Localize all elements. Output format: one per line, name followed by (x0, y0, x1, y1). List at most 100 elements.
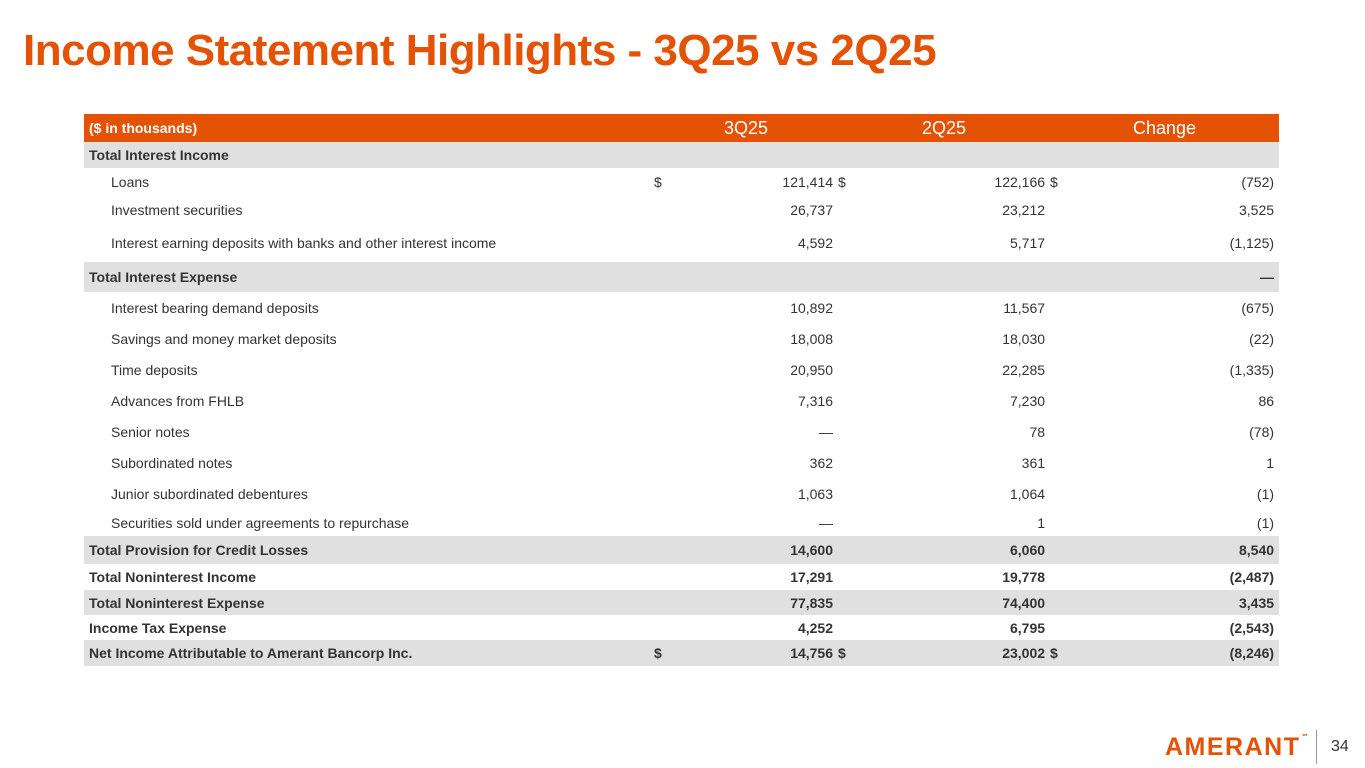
currency-symbol (838, 416, 878, 447)
cell-value: 1 (1266, 454, 1275, 471)
cell-value: 3,525 (1238, 202, 1275, 218)
row-label: Securities sold under agreements to repu… (111, 514, 410, 531)
currency-symbol (654, 224, 674, 262)
currency-symbol (838, 385, 878, 416)
row-label: Total Interest Income (84, 142, 654, 168)
currency-symbol (654, 323, 674, 354)
currency-symbol (838, 323, 878, 354)
cell-value: 86 (1258, 392, 1275, 409)
cell-value: 1,063 (797, 485, 834, 502)
currency-symbol (838, 564, 878, 590)
cell-value: 5,717 (1009, 235, 1046, 251)
cell-value: (8,246) (1090, 640, 1280, 666)
currency-symbol (654, 615, 674, 640)
cell-value: (2,543) (1229, 619, 1275, 636)
currency-symbol: $ (1050, 640, 1091, 666)
currency-symbol: $ (654, 174, 662, 190)
currency-symbol (1050, 224, 1090, 262)
currency-symbol (838, 196, 878, 224)
currency-symbol (654, 416, 674, 447)
cell-value: (2,487) (1229, 569, 1275, 585)
page-title: Income Statement Highlights - 3Q25 vs 2Q… (23, 26, 937, 75)
row-label: Income Tax Expense (89, 619, 227, 636)
table-row: Total Interest Income (84, 142, 1280, 168)
cell-value: 10,892 (790, 299, 834, 316)
currency-symbol (838, 590, 879, 615)
row-label: Senior notes (111, 423, 190, 440)
currency-symbol (654, 447, 674, 478)
cell-value: 3,435 (1090, 590, 1280, 615)
cell-value: 77,835 (674, 590, 839, 615)
cell-value: 7,316 (797, 392, 834, 409)
currency-symbol (838, 615, 878, 640)
cell-value: 17,291 (790, 569, 834, 585)
cell-value (878, 142, 1051, 168)
currency-symbol (1050, 564, 1090, 590)
row-label: Interest earning deposits with banks and… (111, 235, 497, 251)
currency-symbol: $ (654, 640, 674, 666)
table-row: Income Tax Expense 4,252 6,795 (2,543) (84, 615, 1279, 640)
cell-value: 1 (1037, 514, 1046, 531)
cell-value: 122,166 (994, 174, 1046, 190)
row-label: Loans (111, 174, 150, 190)
cell-value: 6,060 (878, 536, 1051, 564)
column-header-change: Change (1050, 114, 1280, 142)
cell-value: 6,795 (1009, 619, 1046, 636)
currency-symbol (1050, 323, 1090, 354)
page-number: 34 (1331, 738, 1349, 755)
currency-symbol (1050, 509, 1090, 536)
table-row: Total Noninterest Expense 77,835 74,400 3,4… (84, 590, 1280, 615)
currency-symbol (654, 564, 674, 590)
currency-symbol (838, 224, 878, 262)
currency-symbol (654, 262, 674, 292)
currency-symbol (654, 196, 674, 224)
table-row: Loans $121,414 $122,166 $ (752) (84, 168, 1279, 196)
table-row: Interest earning deposits with banks and… (84, 224, 1279, 262)
cell-value: 7,230 (1009, 392, 1046, 409)
currency-symbol (838, 447, 878, 478)
cell-value (1090, 142, 1280, 168)
cell-value: 20,950 (790, 361, 834, 378)
cell-value: 362 (809, 454, 834, 471)
cell-value: (1) (1256, 514, 1275, 531)
cell-value: — (1090, 262, 1280, 292)
currency-symbol (654, 536, 674, 564)
currency-symbol (1050, 292, 1090, 323)
row-label: Savings and money market deposits (111, 330, 337, 347)
cell-value: (78) (1249, 423, 1275, 440)
currency-symbol (654, 142, 674, 168)
footer-divider (1316, 730, 1317, 764)
row-label: Total Noninterest Expense (84, 590, 654, 615)
currency-symbol (654, 385, 674, 416)
cell-value: 1,064 (1009, 485, 1046, 502)
cell-value: 11,567 (1003, 299, 1046, 316)
currency-symbol (838, 142, 879, 168)
currency-symbol (1050, 536, 1091, 564)
currency-symbol (1050, 416, 1090, 447)
table-row: Interest bearing demand deposits 10,892 11… (84, 292, 1279, 323)
currency-symbol (1050, 354, 1090, 385)
row-label: Total Provision for Credit Losses (84, 536, 654, 564)
logo-text: AMERANT (1165, 733, 1301, 761)
income-statement-table: ($ in thousands) 3Q25 2Q25 Change Total … (84, 114, 1280, 666)
currency-symbol (654, 478, 674, 509)
currency-symbol (838, 509, 878, 536)
currency-symbol (654, 590, 674, 615)
row-label: Investment securities (111, 202, 243, 218)
row-label: Net Income Attributable to Amerant Banco… (84, 640, 654, 666)
row-label: Time deposits (111, 361, 198, 378)
column-header-3q25: 3Q25 (654, 114, 839, 142)
cell-value: 74,400 (878, 590, 1051, 615)
currency-symbol (1050, 447, 1090, 478)
cell-value: 121,414 (782, 174, 834, 190)
cell-value: (675) (1241, 299, 1275, 316)
table-row: Total Noninterest Income 17,291 19,778 (2,4… (84, 564, 1279, 590)
table-row: Securities sold under agreements to repu… (84, 509, 1279, 536)
table-row: Total Provision for Credit Losses 14,600 6… (84, 536, 1280, 564)
row-label: Interest bearing demand deposits (111, 299, 319, 316)
currency-symbol: $ (838, 174, 846, 190)
cell-value: 18,030 (1002, 330, 1046, 347)
cell-value (674, 142, 839, 168)
table-row: Advances from FHLB 7,316 7,230 86 (84, 385, 1279, 416)
column-header-2q25: 2Q25 (838, 114, 1051, 142)
